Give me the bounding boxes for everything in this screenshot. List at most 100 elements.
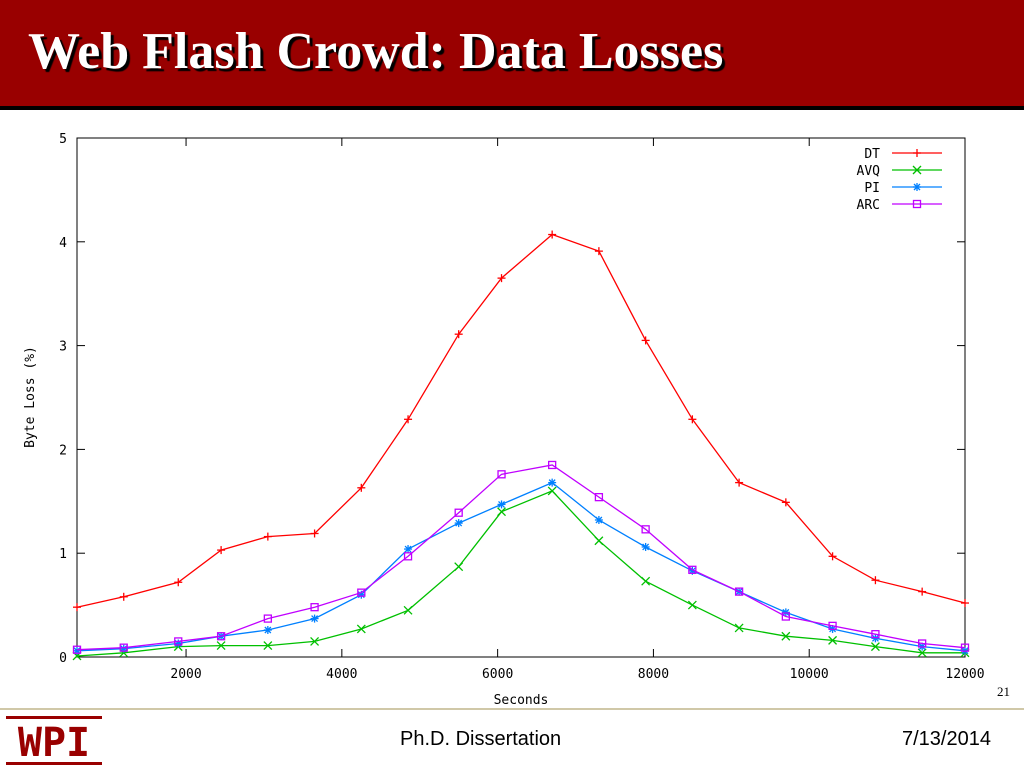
data-point-pi (404, 545, 413, 554)
data-point-arc (594, 492, 604, 502)
data-point-arc (871, 630, 880, 639)
footer-date: 7/13/2014 (902, 728, 991, 750)
data-point-avq (356, 624, 366, 634)
data-point-avq (216, 641, 226, 651)
legend-label-avq: AVQ (857, 164, 881, 179)
data-point-arc (403, 552, 413, 561)
data-point-arc (263, 614, 272, 623)
data-point-avq (641, 576, 651, 586)
data-point-pi (263, 626, 272, 635)
series-dt (73, 230, 969, 612)
series-avq (72, 486, 970, 661)
data-point-arc (960, 643, 970, 652)
title-divider (0, 106, 1024, 110)
data-point-avq (263, 641, 273, 651)
data-point-arc (828, 621, 837, 631)
x-tick-label: 6000 (482, 667, 513, 682)
y-tick-label: 1 (59, 547, 67, 562)
wpi-logo: WPI (6, 716, 102, 766)
data-point-arc (641, 525, 650, 534)
x-tick-label: 12000 (945, 667, 984, 682)
data-point-avq (687, 600, 697, 610)
data-point-pi (781, 608, 790, 617)
data-point-pi (310, 614, 319, 623)
x-tick-label: 4000 (326, 667, 357, 682)
data-point-pi (548, 478, 557, 487)
data-point-avq (594, 536, 604, 546)
data-point-pi (641, 542, 650, 551)
data-point-avq (917, 648, 927, 658)
title-bar: Web Flash Crowd: Data Losses (0, 0, 1024, 106)
data-point-dt (119, 592, 128, 601)
data-point-dt (828, 552, 837, 561)
x-axis-label: Seconds (494, 693, 549, 708)
data-point-pi (454, 519, 463, 528)
y-axis-label: Byte Loss (%) (23, 346, 38, 448)
data-point-dt (73, 603, 81, 612)
data-point-dt (497, 274, 506, 283)
data-point-avq (734, 623, 744, 633)
chart-area: 0 1 2 3 4 5 2000 4000 6000 8000 10000 12000 DT AVQ PI… (12, 118, 996, 708)
legend-label-pi: PI (864, 181, 880, 196)
data-point-dt (174, 578, 183, 587)
footer-divider (0, 708, 1024, 710)
data-point-avq (547, 486, 557, 496)
data-point-dt (594, 247, 603, 256)
data-point-avq (403, 605, 413, 615)
data-point-dt (263, 532, 272, 541)
series-line-avq (76, 490, 965, 657)
data-point-dt (217, 546, 226, 555)
data-point-pi (497, 500, 506, 509)
legend-marker-arc (912, 199, 922, 209)
data-point-dt (871, 576, 880, 585)
data-point-dt (735, 478, 744, 487)
series-line-dt (76, 233, 966, 608)
data-point-arc (454, 508, 463, 517)
x-tick-label: 10000 (790, 667, 829, 682)
data-point-dt (918, 587, 927, 596)
data-point-arc (781, 612, 790, 621)
data-point-dt (548, 230, 557, 239)
data-point-arc (357, 588, 366, 597)
data-point-arc (310, 603, 319, 612)
data-point-dt (688, 415, 697, 424)
data-point-arc (119, 643, 128, 652)
data-point-dt (641, 336, 650, 345)
data-point-avq (870, 642, 880, 652)
data-point-arc (497, 470, 506, 479)
line-chart: 0 1 2 3 4 5 2000 4000 6000 8000 10000 12000 DT AVQ PI… (12, 118, 996, 708)
title-divider-gap (0, 110, 1024, 114)
legend-marker-pi (913, 183, 921, 191)
footer (0, 710, 1024, 768)
data-point-dt (357, 483, 366, 492)
data-point-arc (688, 565, 697, 574)
slide-title: Web Flash Crowd: Data Losses (28, 23, 724, 80)
data-point-avq (119, 648, 129, 658)
data-point-pi (871, 634, 880, 643)
data-point-arc (72, 645, 82, 654)
data-point-arc (216, 632, 226, 641)
data-point-arc (174, 637, 183, 646)
page-number: 21 (997, 684, 1010, 699)
series-line-pi (76, 481, 966, 652)
data-point-dt (961, 599, 969, 608)
svg-text:WPI: WPI (18, 720, 90, 766)
y-tick-label: 0 (59, 651, 67, 666)
x-tick-label: 2000 (170, 667, 201, 682)
legend-label-dt: DT (864, 147, 880, 162)
data-point-avq (781, 631, 791, 641)
legend-marker-avq (912, 165, 922, 175)
data-point-arc (734, 587, 744, 596)
x-tick-label: 8000 (638, 667, 669, 682)
plot-frame (76, 137, 966, 658)
legend-marker-dt (913, 149, 921, 157)
data-point-arc (918, 639, 927, 648)
series-arc (72, 460, 970, 654)
data-point-avq (828, 635, 838, 645)
data-point-avq (310, 636, 320, 646)
y-tick-label: 5 (59, 132, 67, 147)
data-point-avq (454, 562, 464, 572)
y-tick-label: 4 (59, 236, 67, 251)
data-point-dt (454, 330, 463, 339)
data-point-dt (310, 529, 319, 538)
